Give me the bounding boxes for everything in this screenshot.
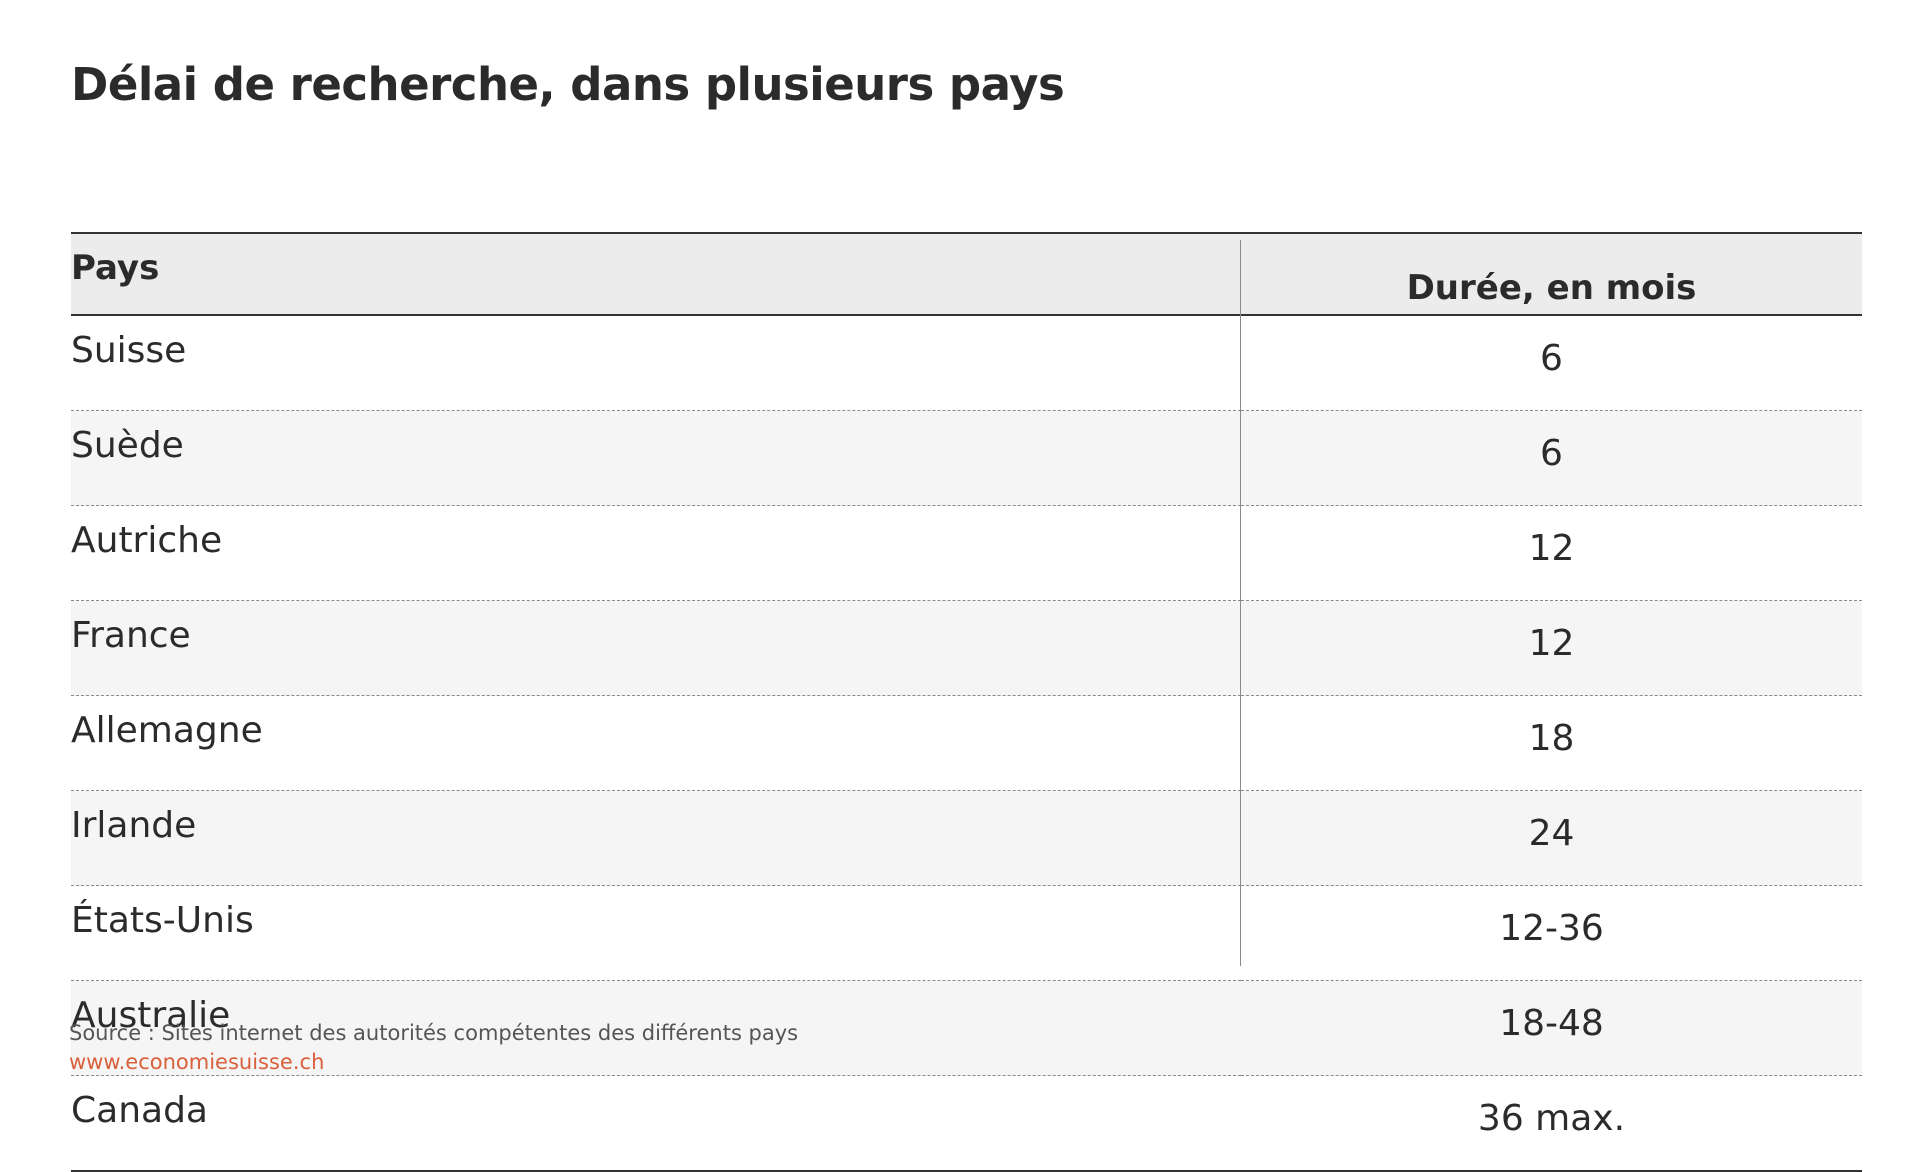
table-body: Suisse 6 Suède 6 Autriche 12 France 12 Allemagne… [71, 315, 1862, 1171]
country-cell: Allemagne [71, 710, 263, 751]
country-cell: Australie [71, 995, 231, 1036]
duration-cell: 12 [1528, 623, 1575, 664]
country-cell: Canada [71, 1090, 208, 1131]
website-link[interactable]: www.economiesuisse.ch [69, 1050, 325, 1074]
column-separator [1240, 240, 1241, 966]
column-header-duration: Durée, en mois [1406, 268, 1697, 308]
duration-cell: 18 [1528, 718, 1575, 759]
country-cell: Suisse [71, 330, 187, 371]
table-row: Allemagne 18 [71, 696, 1862, 791]
country-cell: États-Unis [71, 900, 254, 941]
duration-cell: 6 [1540, 338, 1563, 379]
duration-cell: 12-36 [1499, 908, 1604, 949]
country-cell: Autriche [71, 520, 223, 561]
duration-cell: 12 [1528, 528, 1575, 569]
data-table-container: Pays Durée, en mois Suisse 6 Suède 6 Autrich… [71, 232, 1862, 1172]
table-row: Suisse 6 [71, 315, 1862, 411]
chart-title: Délai de recherche, dans plusieurs pays [71, 58, 1065, 111]
data-table: Pays Durée, en mois Suisse 6 Suède 6 Autrich… [71, 232, 1862, 1172]
duration-cell: 24 [1528, 813, 1575, 854]
duration-cell: 18-48 [1499, 1003, 1604, 1044]
table-row: France 12 [71, 600, 1862, 696]
table-row: Suède 6 [71, 410, 1862, 506]
source-note: Source : Sites internet des autorités co… [69, 1021, 799, 1045]
duration-cell: 36 max. [1477, 1098, 1626, 1139]
country-cell: Irlande [71, 805, 197, 846]
table-row: Autriche 12 [71, 506, 1862, 601]
duration-cell: 6 [1540, 433, 1563, 474]
table-header-row: Pays Durée, en mois [71, 233, 1862, 315]
column-header-country: Pays [71, 248, 160, 288]
table-row: États-Unis 12-36 [71, 886, 1862, 981]
table-row: Irlande 24 [71, 790, 1862, 886]
country-cell: France [71, 615, 191, 656]
table-row: Canada 36 max. [71, 1076, 1862, 1171]
table-row: Australie 18-48 [71, 980, 1862, 1076]
country-cell: Suède [71, 425, 184, 466]
